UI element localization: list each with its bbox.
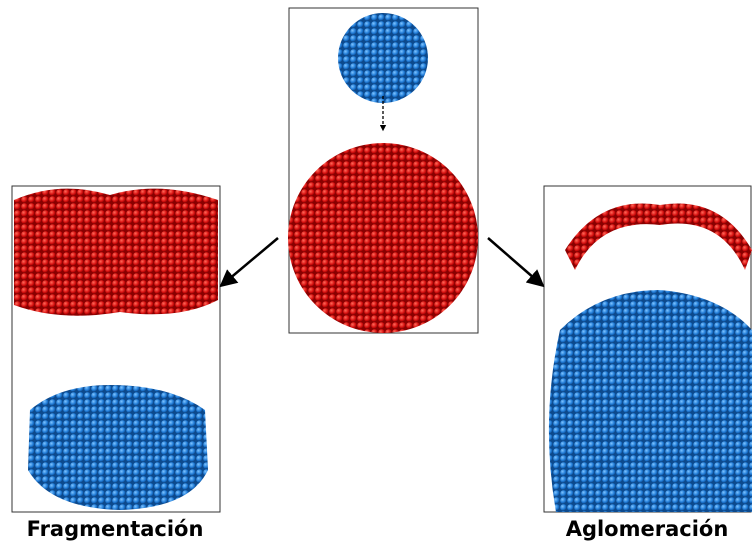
projectile xyxy=(338,13,428,103)
blue-agglomerate xyxy=(549,290,752,512)
blue-fragments xyxy=(28,385,208,510)
label-right: Aglomeración xyxy=(566,517,729,541)
arrow-right xyxy=(488,238,542,285)
red-shell xyxy=(565,203,752,270)
label-left: Fragmentación xyxy=(27,517,204,541)
arrow-left xyxy=(222,238,278,285)
page: Fragmentación Aglomeración (() => { cons… xyxy=(0,0,752,545)
red-fragments xyxy=(14,189,218,316)
diagram: Fragmentación Aglomeración xyxy=(0,0,752,545)
target xyxy=(288,143,478,333)
